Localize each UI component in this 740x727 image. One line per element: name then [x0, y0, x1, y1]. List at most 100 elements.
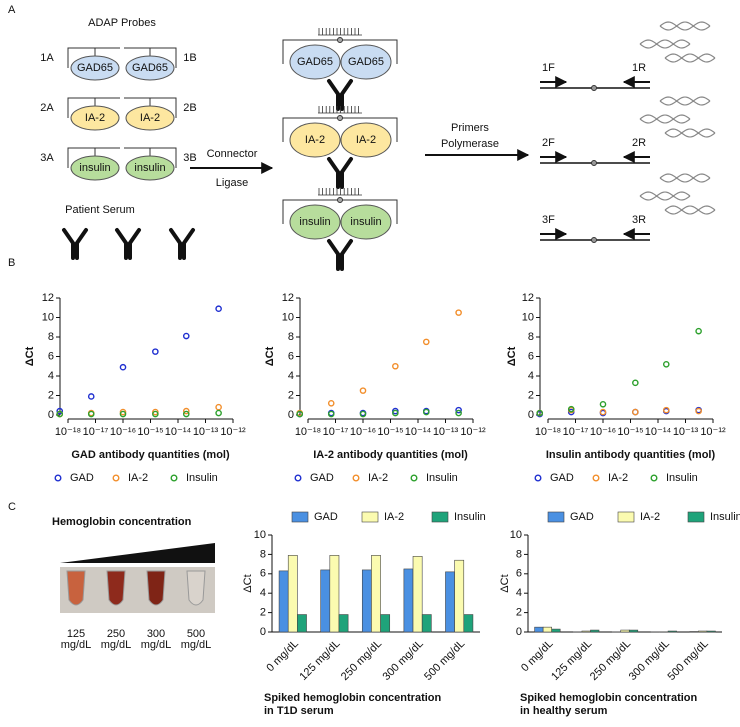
bar: [320, 569, 331, 633]
bar: [551, 628, 561, 633]
x-tick-label: 250 mg/dL: [339, 638, 384, 683]
x-tick-label: 10⁻¹³: [433, 426, 459, 438]
y-tick-label: 8: [528, 331, 534, 343]
bar: [371, 555, 381, 633]
x-axis-label: IA-2 antibody quantities (mol): [313, 449, 468, 461]
legend-label: IA-2: [640, 511, 660, 523]
legend-label: Insulin: [426, 472, 458, 484]
legend-label: Insulin: [666, 472, 698, 484]
legend-marker: [170, 474, 178, 482]
x-tick-label: 0 mg/dL: [519, 638, 556, 675]
tube: [186, 570, 206, 606]
x-tick-label: 10⁻¹⁸: [55, 426, 81, 438]
data-point: [695, 407, 702, 415]
probe-bracket: [67, 147, 177, 168]
y-tick-label: 4: [516, 587, 522, 599]
probe-bracket: [67, 47, 177, 68]
x-axis-label: in T1D serum: [264, 705, 334, 717]
y-tick-label: 4: [48, 370, 54, 382]
bar: [380, 614, 391, 633]
legend-label: IA-2: [384, 511, 404, 523]
dna-helix: [664, 205, 716, 215]
data-point: [87, 410, 95, 418]
primer-label: 1F: [542, 62, 555, 74]
tube-label: 125: [67, 628, 85, 640]
antigen-label: GAD65: [77, 62, 113, 74]
y-tick-label: 4: [528, 370, 534, 382]
y-tick-label: 0: [48, 409, 54, 421]
connector: [318, 28, 362, 36]
y-axis-label: ΔCt: [264, 346, 276, 366]
data-point: [119, 410, 127, 418]
x-tick-label: 125 mg/dL: [297, 638, 342, 683]
y-tick-label: 6: [48, 350, 54, 362]
x-tick-label: 10⁻¹⁵: [617, 426, 643, 438]
antigen-label: IA-2: [140, 112, 160, 124]
antigen-label: insulin: [79, 162, 110, 174]
tube-label: mg/dL: [141, 639, 172, 651]
legend-marker: [54, 474, 62, 482]
x-tick-label: 10⁻¹⁷: [563, 426, 589, 438]
data-point: [182, 332, 190, 340]
x-tick-label: 250 mg/dL: [588, 638, 633, 683]
y-tick-label: 8: [48, 331, 54, 343]
legend-marker: [294, 474, 302, 482]
bar: [278, 570, 289, 633]
ligation-site: [591, 85, 597, 91]
legend-swatch: [431, 511, 449, 523]
connector: [318, 188, 362, 196]
x-tick-label: 10⁻¹⁶: [350, 426, 376, 438]
panel-label: B: [8, 257, 15, 269]
data-point: [152, 348, 159, 355]
legend-label: GAD: [310, 472, 334, 484]
probe: [70, 155, 120, 181]
data-point: [119, 363, 127, 371]
dna-helix: [664, 128, 716, 138]
antibody: [327, 79, 353, 111]
ligation-site: [591, 237, 597, 243]
step-label: Ligase: [216, 177, 248, 189]
legend-swatch: [687, 511, 705, 523]
data-point: [215, 305, 222, 313]
bar: [403, 568, 414, 633]
data-point: [455, 406, 462, 414]
data-point: [359, 410, 367, 418]
bar: [542, 626, 552, 633]
probe: [125, 105, 175, 131]
data-point: [392, 409, 399, 417]
y-tick-label: 2: [516, 607, 522, 619]
bar: [706, 630, 716, 633]
complex-antigen: [340, 204, 392, 240]
dna-helix: [639, 39, 691, 49]
bar: [581, 630, 591, 633]
x-tick-label: 10⁻¹²: [220, 426, 246, 438]
x-tick-label: 10⁻¹³: [673, 426, 699, 438]
antigen-label: GAD65: [132, 62, 168, 74]
connector-node: [337, 115, 343, 121]
y-tick-label: 8: [288, 331, 294, 343]
antigen-label: GAD65: [348, 56, 384, 68]
dna-helix: [639, 191, 691, 201]
connector-node: [337, 37, 343, 43]
antibody: [327, 157, 353, 189]
x-axis-label: GAD antibody quantities (mol): [71, 449, 230, 461]
tube: [146, 570, 166, 606]
legend-label: IA-2: [608, 472, 628, 484]
bar: [445, 571, 455, 633]
probe: [70, 55, 120, 81]
x-axis-label: Spiked hemoglobin concentration: [264, 692, 442, 704]
x-tick-label: 0 mg/dL: [264, 638, 301, 675]
probe-id: 1A: [40, 52, 54, 64]
y-tick-label: 12: [42, 292, 54, 304]
y-tick-label: 4: [288, 370, 294, 382]
legend-marker: [534, 474, 542, 482]
y-axis-label: ΔCt: [242, 574, 254, 592]
panel-label: C: [8, 501, 16, 513]
primer-label: 3F: [542, 214, 555, 226]
complex-antigen: [289, 44, 341, 80]
bar: [628, 629, 639, 633]
x-tick-label: 300 mg/dL: [381, 638, 426, 683]
y-tick-label: 2: [48, 389, 54, 401]
data-point: [182, 407, 190, 415]
